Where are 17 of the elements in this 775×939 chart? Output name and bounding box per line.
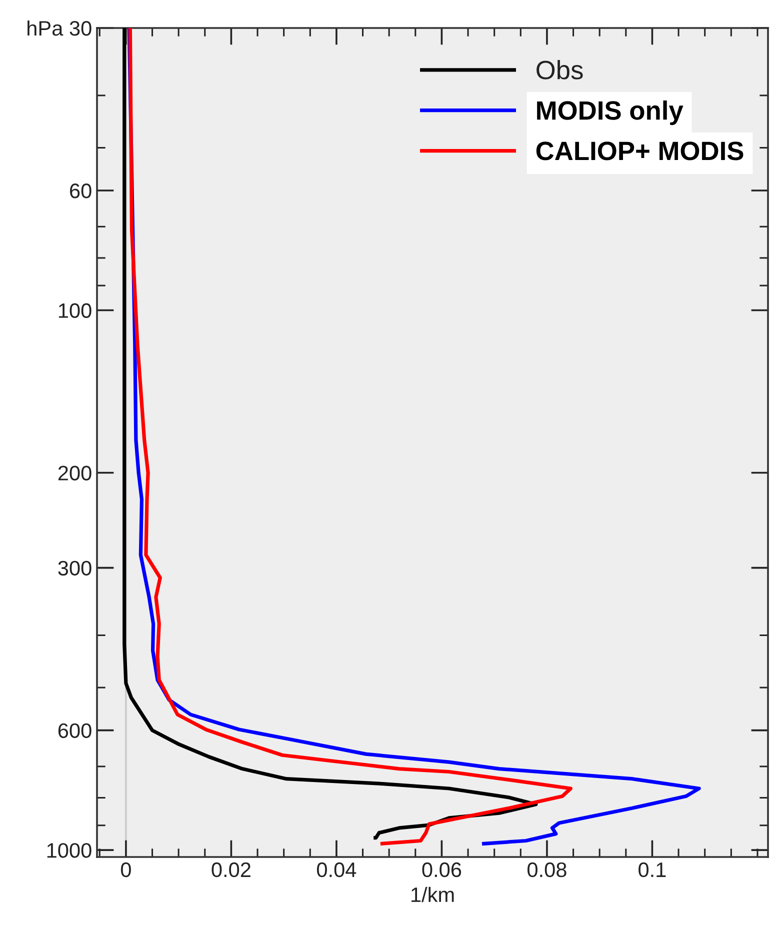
y-tick-label: 1000 <box>47 843 92 858</box>
x-tick-label: 0.02 <box>212 862 250 878</box>
x-tick-label: 0.04 <box>316 862 356 878</box>
y-tick-label: hPa 30 <box>28 20 92 36</box>
x-tick-label: 0.1 <box>638 862 666 878</box>
y-tick-label: 60 <box>70 184 92 198</box>
legend-label: CALIOP+ MODIS <box>536 142 744 160</box>
legend-label: Obs <box>536 60 583 80</box>
x-axis-title: 1/km <box>412 886 454 902</box>
y-tick-label: 100 <box>58 303 92 318</box>
x-tick-label: 0 <box>120 862 131 878</box>
x-tick-label: 0.06 <box>422 862 462 878</box>
x-tick-label: 0.08 <box>528 862 566 878</box>
y-tick-label: 200 <box>58 466 92 481</box>
legend-label: MODIS only <box>537 100 684 126</box>
y-tick-label: 600 <box>58 723 92 738</box>
y-tick-label: 300 <box>58 560 92 576</box>
